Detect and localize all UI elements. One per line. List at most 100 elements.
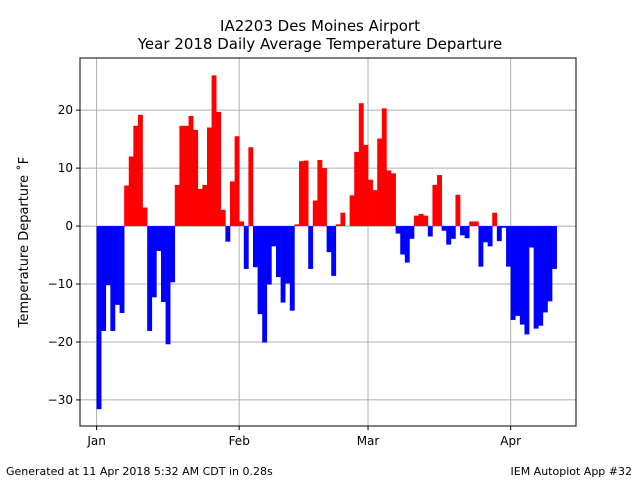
bar-negative	[538, 226, 544, 326]
bar-negative	[487, 226, 493, 247]
bar-positive	[183, 125, 189, 227]
bar-negative	[156, 226, 162, 251]
bar-positive	[229, 181, 235, 227]
bar-negative	[110, 226, 116, 331]
bar-negative	[404, 226, 410, 263]
bar-positive	[437, 175, 442, 227]
bar-positive	[363, 144, 369, 227]
bar-negative	[547, 226, 553, 302]
bar-positive	[248, 147, 254, 227]
bar-positive	[128, 156, 134, 227]
bar-negative	[165, 226, 171, 345]
footer-generated-text: Generated at 11 Apr 2018 5:32 AM CDT in …	[6, 465, 273, 478]
bar-positive	[206, 127, 212, 227]
bar-negative	[119, 226, 125, 313]
bar-negative	[276, 226, 281, 278]
bar-negative	[478, 226, 484, 267]
bar-positive	[386, 170, 392, 227]
bar-positive	[220, 209, 226, 227]
bar-positive	[418, 213, 424, 227]
footer-app-label: IEM Autoplot App #32	[510, 465, 633, 478]
bar-negative	[441, 226, 447, 231]
bar-positive	[179, 125, 185, 227]
bar-positive	[432, 184, 438, 227]
bar-negative	[450, 226, 456, 239]
bar-negative	[409, 226, 415, 239]
bar-positive	[137, 114, 143, 227]
bar-negative	[529, 226, 534, 248]
x-tick-label: Feb	[229, 434, 250, 448]
bar-negative	[533, 226, 539, 329]
bar-positive	[239, 221, 245, 227]
bar-positive	[303, 160, 309, 227]
bar-positive	[133, 125, 139, 227]
bar-positive	[211, 75, 217, 227]
bar-negative	[501, 226, 507, 228]
axes-frame	[79, 57, 577, 427]
y-tick-label: 20	[58, 103, 73, 117]
bar-positive	[124, 185, 130, 227]
bar-negative	[280, 226, 286, 303]
bar-positive	[216, 111, 222, 227]
bar-negative	[243, 226, 249, 269]
y-tick-label: 10	[58, 161, 73, 175]
bar-negative	[96, 226, 102, 410]
chart-title-line1: IA2203 Des Moines Airport	[220, 17, 420, 35]
bar-positive	[294, 224, 300, 227]
y-axis-label: Temperature Departure ˚F	[16, 157, 32, 329]
bar-negative	[266, 226, 272, 285]
bar-negative	[552, 226, 557, 269]
bar-positive	[197, 188, 203, 227]
bar-negative	[105, 226, 111, 286]
bar-negative	[225, 226, 231, 242]
bar-negative	[483, 226, 488, 243]
bar-positive	[377, 138, 383, 227]
bar-negative	[308, 226, 314, 269]
bar-negative	[542, 226, 548, 313]
bar-positive	[142, 207, 148, 227]
bar-negative	[510, 226, 516, 320]
bar-negative	[506, 226, 511, 267]
bar-negative	[160, 226, 166, 302]
bar-negative	[101, 226, 107, 331]
bar-negative	[446, 226, 452, 245]
x-tick-label: Apr	[500, 434, 521, 448]
bar-negative	[460, 226, 465, 236]
bar-negative	[257, 226, 263, 315]
bar-positive	[193, 129, 199, 227]
bar-positive	[340, 212, 346, 227]
y-tick-label: −10	[48, 277, 73, 291]
bar-positive	[492, 212, 498, 227]
bar-positive	[414, 215, 419, 227]
bar-negative	[289, 226, 295, 311]
bar-positive	[188, 115, 194, 227]
bar-positive	[202, 184, 208, 227]
bar-positive	[354, 151, 360, 227]
bar-positive	[335, 224, 341, 227]
chart-title-line2: Year 2018 Daily Average Temperature Depa…	[137, 35, 503, 53]
y-tick-label: 0	[65, 219, 73, 233]
bar-negative	[515, 226, 521, 316]
bar-positive	[368, 179, 373, 227]
bar-negative	[170, 226, 176, 283]
x-tick-label: Jan	[86, 434, 106, 448]
bar-positive	[174, 184, 180, 227]
y-tick-label: −30	[48, 393, 73, 407]
bar-negative	[271, 226, 277, 247]
bar-negative	[400, 226, 406, 255]
bar-positive	[455, 194, 461, 227]
bar-negative	[326, 226, 332, 253]
bar-negative	[464, 226, 470, 239]
ticks-layer: −30 −20 −10 0 10 20 Jan Feb Mar Apr	[48, 103, 521, 448]
bar-positive	[469, 221, 475, 227]
bar-positive	[358, 103, 364, 227]
bar-positive	[322, 168, 327, 227]
x-tick-label: Mar	[357, 434, 380, 448]
bar-positive	[372, 190, 378, 227]
bar-positive	[349, 195, 355, 227]
bar-negative	[496, 226, 502, 242]
bar-negative	[331, 226, 337, 276]
bar-positive	[473, 221, 479, 227]
bar-negative	[114, 226, 120, 305]
bar-positive	[317, 159, 323, 227]
